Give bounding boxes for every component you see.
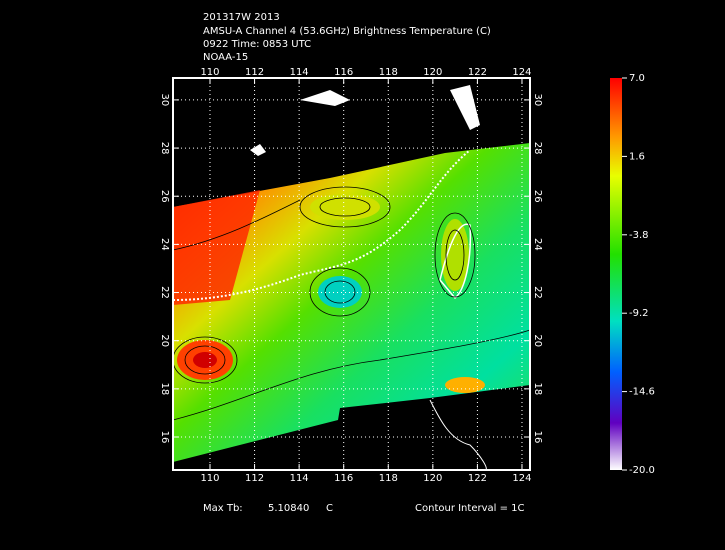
header-line: 201317W 2013	[203, 12, 280, 23]
lon-label: 114	[290, 473, 309, 484]
lat-label: 28	[532, 142, 543, 155]
lon-label: 118	[379, 473, 398, 484]
lon-label: 120	[423, 67, 442, 78]
lon-label: 114	[290, 67, 309, 78]
colorbar	[610, 78, 622, 470]
max-tb-unit: C	[326, 503, 333, 514]
lat-label: 28	[159, 142, 170, 155]
lat-label: 26	[532, 190, 543, 203]
lat-label: 30	[159, 94, 170, 107]
header-line: 0922 Time: 0853 UTC	[203, 39, 311, 50]
lat-label: 16	[159, 431, 170, 444]
lon-label: 120	[423, 473, 442, 484]
colorbar-label: -20.0	[629, 465, 655, 476]
lon-label: 122	[468, 473, 487, 484]
lon-label: 110	[200, 473, 219, 484]
lon-label: 110	[200, 67, 219, 78]
lat-label: 26	[159, 190, 170, 203]
header-line: NOAA-15	[203, 52, 248, 63]
lat-label: 22	[532, 286, 543, 299]
lon-label: 116	[334, 67, 353, 78]
lon-label: 112	[245, 473, 264, 484]
max-tb-label: Max Tb:	[203, 503, 243, 514]
warm-area	[173, 190, 260, 305]
cold-spot	[318, 276, 362, 308]
warm-spot	[441, 219, 469, 291]
lon-label: 122	[468, 67, 487, 78]
swath	[172, 85, 531, 471]
lat-label: 18	[159, 382, 170, 395]
colorbar-label: -3.8	[629, 230, 649, 241]
lon-label: 124	[512, 67, 531, 78]
lon-label: 112	[245, 67, 264, 78]
colorbar-label: 7.0	[629, 73, 645, 84]
lat-label: 20	[159, 334, 170, 347]
lon-label: 118	[379, 67, 398, 78]
lat-label: 22	[159, 286, 170, 299]
footer: Max Tb: 5.10840 C Contour Interval = 1C	[203, 503, 525, 514]
header: 201317W 2013 AMSU-A Channel 4 (53.6GHz) …	[203, 12, 491, 63]
max-tb-value: 5.10840	[268, 503, 309, 514]
lon-label: 124	[512, 473, 531, 484]
lat-label: 24	[532, 238, 543, 251]
warm-spot	[445, 377, 485, 393]
colorbar-label: -9.2	[629, 308, 649, 319]
land-outline	[250, 85, 480, 156]
colorbar-label: 1.6	[629, 151, 645, 162]
lat-label: 16	[532, 431, 543, 444]
lon-label: 116	[334, 473, 353, 484]
colorbar-label: -14.6	[629, 387, 655, 398]
lat-label: 30	[532, 94, 543, 107]
contour-interval: Contour Interval = 1C	[415, 503, 525, 514]
map-frame	[172, 77, 531, 471]
coastline	[439, 223, 472, 300]
lat-label: 24	[159, 238, 170, 251]
lat-label: 20	[532, 334, 543, 347]
warm-core	[193, 352, 217, 368]
lat-label: 18	[532, 382, 543, 395]
coastline	[429, 399, 487, 471]
header-line: AMSU-A Channel 4 (53.6GHz) Brightness Te…	[203, 26, 491, 37]
coastline	[172, 149, 471, 301]
